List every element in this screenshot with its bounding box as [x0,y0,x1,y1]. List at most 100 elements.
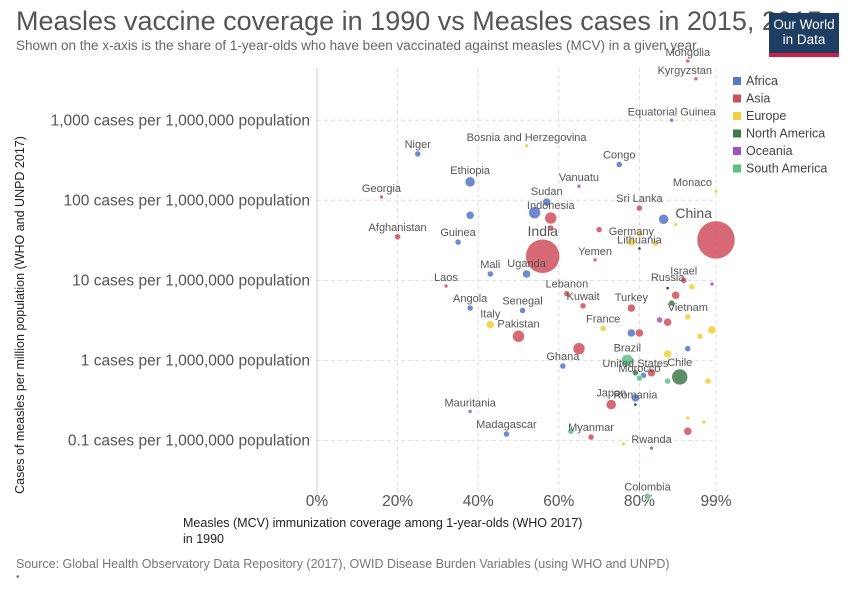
data-point [394,233,401,241]
point-label: Ghana [546,351,580,363]
data-point [696,333,704,340]
legend-swatch [733,94,741,103]
point-label: Mongolia [665,47,711,59]
legend-swatch [733,77,741,85]
data-point [616,161,623,168]
point-label: Israel [670,265,697,277]
data-point [465,211,475,220]
data-point [592,257,598,263]
point-labels: Niger Ethiopia Congo Equatorial Guinea Sudan… [362,47,717,493]
point-label: Vietnam [668,302,708,314]
data-point [486,320,495,329]
point-label: Guinea [440,227,476,239]
data-point [544,211,558,225]
owid-logo[interactable]: Our World in Data [769,13,839,57]
legend-label: Oceania [746,144,793,158]
data-point [443,283,449,289]
point-label: Kyrgyzstan [658,65,712,77]
footnote-mark: • [16,572,20,583]
data-point [707,325,717,335]
x-axis-ticks: 0% 20% 40% 60% 80% 99% [306,493,732,510]
data-point [684,345,692,352]
legend-label: Europe [746,109,786,123]
data-point [503,430,510,438]
y-tick-label: 100 cases per 1,000,000 population [64,192,310,209]
data-point [522,269,531,279]
data-point [688,283,696,291]
data-point [709,281,715,287]
point-label: Sri Lanka [616,193,663,205]
legend-label: Asia [746,92,770,106]
point-label: Angola [453,293,488,305]
data-point [635,328,644,338]
legend-label: North America [746,127,825,141]
point-label: Chile [667,357,692,369]
point-label: Russia [651,272,686,284]
data-point [621,354,634,367]
point-label: Indonesia [527,200,576,212]
data-point [519,307,526,314]
data-point [636,204,643,212]
data-point [685,415,691,421]
data-point [665,286,670,290]
point-label: Afghanistan [369,222,427,234]
source-note: Source: Global Health Observatory Data R… [16,557,670,571]
chart-title: Measles vaccine coverage in 1990 vs Meas… [16,6,822,36]
data-point [631,393,640,403]
point-label: Italy [480,309,501,321]
point-label: Colombia [624,481,671,493]
x-tick-label: 99% [700,493,731,510]
point-label: Myanmar [568,422,614,434]
data-point [713,188,719,194]
data-point [547,224,555,232]
point-label: Monaco [673,177,712,189]
point-label: Lithuania [617,234,663,246]
point-label: Uganda [507,258,546,270]
grid [316,68,717,500]
x-axis-label-line-2: in 1990 [183,532,224,546]
data-point [627,328,636,338]
data-point [644,493,651,500]
data-point [454,238,462,246]
point-label: France [586,314,620,326]
point-label: Turkey [615,292,649,304]
data-point [464,176,476,188]
data-point [669,118,674,123]
data-point [379,194,384,200]
logo-line-1: Our World [773,17,835,32]
data-point [587,433,595,441]
data-point [605,399,617,410]
y-tick-label: 1,000 cases per 1,000,000 population [51,112,310,129]
point-label: India [528,223,559,239]
y-tick-label: 10 cases per 1,000,000 population [72,272,310,289]
point-label: Japan [596,388,626,400]
point-label: Pakistan [497,318,539,330]
y-axis-label: Cases of measles per million population … [13,136,27,494]
data-point [524,143,529,149]
point-label: China [675,205,712,221]
point-label: Senegal [502,295,542,307]
data-point [664,377,671,385]
data-point [671,368,688,386]
data-point [668,299,675,307]
logo-line-2: in Data [782,32,826,47]
data-point [466,304,474,312]
x-tick-label: 20% [382,493,413,510]
legend[interactable]: Africa Asia Europe North America Oceania Sout… [733,74,827,176]
point-label: Romania [613,390,658,402]
point-label: Lebanon [545,279,588,291]
data-point [487,270,494,278]
data-point [627,237,636,247]
data-point [685,58,691,64]
data-point [704,377,712,385]
data-point [656,316,663,324]
data-point [683,427,693,436]
point-label: Sudan [531,186,563,198]
data-point [647,368,656,378]
data-point [621,441,626,447]
y-tick-label: 1 cases per 1,000,000 population [81,352,310,369]
data-point [627,303,636,313]
data-points [379,58,736,500]
data-point [528,206,541,219]
